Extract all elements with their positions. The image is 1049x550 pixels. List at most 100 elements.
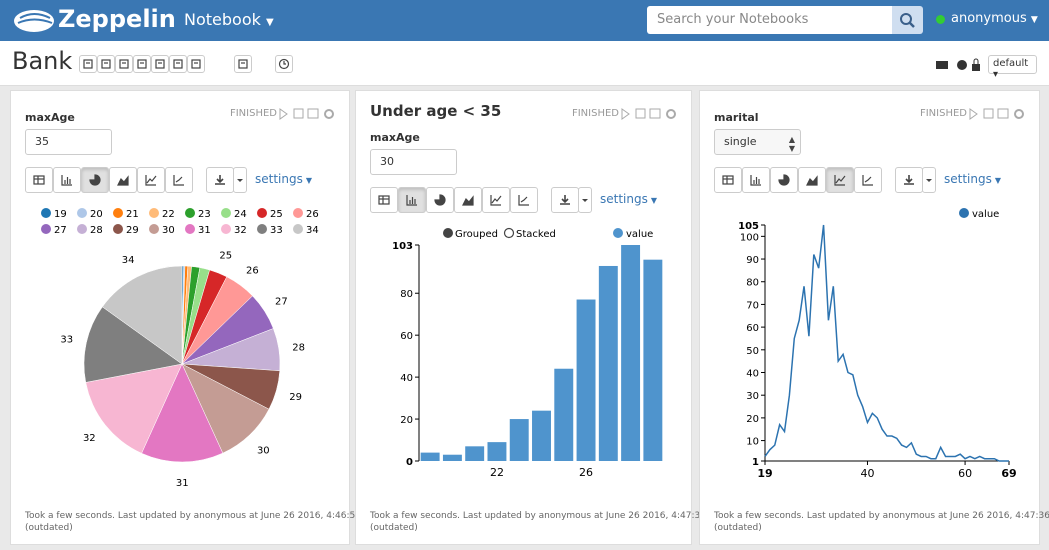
chart-type-area-icon xyxy=(806,175,818,186)
paragraph-footer: Took a few seconds. Last updated by anon… xyxy=(714,511,1049,521)
user-menu[interactable]: anonymous ▼ xyxy=(951,11,1038,26)
download-menu[interactable] xyxy=(233,167,247,193)
interpreter-select[interactable]: default ▾ xyxy=(988,55,1037,80)
chart-type-line-icon xyxy=(490,195,502,206)
icon-part[interactable] xyxy=(969,108,978,120)
icon-part[interactable] xyxy=(666,109,676,119)
legend-label: 32 xyxy=(234,225,247,236)
download-menu[interactable] xyxy=(578,187,592,213)
chart-type-bar[interactable] xyxy=(742,167,770,193)
chart-type-line[interactable] xyxy=(826,167,854,193)
chart-type-scatter[interactable] xyxy=(510,187,538,213)
chart-type-table-icon xyxy=(378,195,390,205)
status-dot xyxy=(936,15,945,24)
notebook-action[interactable] xyxy=(187,55,205,73)
settings-label[interactable]: settings xyxy=(944,172,992,186)
chart-type-bar[interactable] xyxy=(53,167,81,193)
settings-label[interactable]: settings xyxy=(255,172,303,186)
icon-part xyxy=(722,175,734,185)
paragraph: FINISHED maxAge 35 settings ▼ Took a few seco… xyxy=(10,90,380,545)
legend-label: 21 xyxy=(126,209,139,220)
chart-type-line[interactable] xyxy=(137,167,165,193)
settings-toggle[interactable]: settings ▼ xyxy=(944,172,1001,186)
notebook-action-icon xyxy=(137,59,147,69)
icon-part xyxy=(834,175,846,186)
slice-label: 29 xyxy=(289,392,302,403)
paragraph: FINISHED marital single ▲ ▼ settings ▼ Took a f… xyxy=(699,90,1049,545)
y-tick-label: 105 xyxy=(738,221,759,232)
form-value[interactable]: single xyxy=(724,135,757,148)
notebook-action[interactable] xyxy=(115,55,133,73)
chart-type-scatter[interactable] xyxy=(165,167,193,193)
legend-swatch xyxy=(293,208,303,218)
search-button[interactable] xyxy=(892,6,923,34)
notebook-action-icon xyxy=(173,59,183,69)
form-value[interactable]: 35 xyxy=(35,135,49,148)
chart-type-line[interactable] xyxy=(482,187,510,213)
notebook-action[interactable] xyxy=(151,55,169,73)
icon-part[interactable] xyxy=(983,108,994,119)
download-menu[interactable] xyxy=(922,167,936,193)
form-label: maxAge xyxy=(25,111,75,124)
chart-type-scatter[interactable] xyxy=(854,167,882,193)
y-tick-label: 50 xyxy=(746,346,759,357)
notebook-action[interactable] xyxy=(133,55,151,73)
user-name[interactable]: anonymous xyxy=(951,11,1027,26)
pie-slice xyxy=(141,363,224,463)
settings-toggle[interactable]: settings ▼ xyxy=(600,192,657,206)
chart-type-bar[interactable] xyxy=(398,187,426,213)
notebook-menu[interactable]: Notebook ▼ xyxy=(184,10,274,29)
icon-part[interactable] xyxy=(324,109,334,119)
brand[interactable]: Zeppelin xyxy=(58,5,176,33)
schedule[interactable] xyxy=(275,55,293,73)
chart-type-pie[interactable] xyxy=(426,187,454,213)
menu-label[interactable]: Notebook xyxy=(184,10,261,29)
chart-type-area[interactable] xyxy=(798,167,826,193)
icon-part xyxy=(778,174,790,186)
chart-type-pie[interactable] xyxy=(770,167,798,193)
icon-part[interactable] xyxy=(1014,109,1024,119)
download[interactable] xyxy=(206,167,234,193)
chart-type-table[interactable] xyxy=(370,187,398,213)
settings-toggle[interactable]: settings ▼ xyxy=(255,172,312,186)
delete-notebook[interactable] xyxy=(234,55,252,73)
y-tick-label: 30 xyxy=(746,391,759,402)
download[interactable] xyxy=(551,187,579,213)
chart-type-area[interactable] xyxy=(109,167,137,193)
icon-part[interactable] xyxy=(649,108,661,119)
mode-radio xyxy=(443,228,453,238)
chart-type-table[interactable] xyxy=(714,167,742,193)
icon-part xyxy=(173,59,183,69)
icon-part xyxy=(462,195,474,206)
legend-swatch xyxy=(77,224,87,234)
form-label: marital xyxy=(714,111,759,124)
chart-type-area[interactable] xyxy=(454,187,482,213)
download[interactable] xyxy=(895,167,923,193)
chart-type-table[interactable] xyxy=(25,167,53,193)
form-input[interactable]: 30 xyxy=(370,149,457,175)
icon-part[interactable] xyxy=(279,108,288,120)
legend-swatch xyxy=(959,208,969,218)
notebook-action[interactable] xyxy=(79,55,97,73)
icon-part[interactable] xyxy=(997,108,1009,119)
form-select[interactable]: single ▲ ▼ xyxy=(714,129,801,155)
icon-part[interactable] xyxy=(307,108,319,119)
settings-label[interactable]: settings xyxy=(600,192,648,206)
chart-type-pie[interactable] xyxy=(81,167,109,193)
icon-part xyxy=(117,175,129,186)
icon-part[interactable] xyxy=(635,108,646,119)
notebook-action[interactable] xyxy=(169,55,187,73)
form-input[interactable]: 35 xyxy=(25,129,112,155)
slice-label: 34 xyxy=(122,255,135,266)
notebook-action[interactable] xyxy=(97,55,115,73)
form-value[interactable]: 30 xyxy=(380,155,394,168)
icon-part[interactable] xyxy=(293,108,304,119)
interpreter[interactable]: default xyxy=(993,58,1029,69)
chart-type-table-icon xyxy=(722,175,734,185)
notebook-title[interactable]: Bank xyxy=(12,47,73,75)
chart-type-pie-icon xyxy=(434,194,446,206)
search-input[interactable]: Search your Notebooks xyxy=(647,6,892,34)
icon-part[interactable] xyxy=(621,108,630,120)
